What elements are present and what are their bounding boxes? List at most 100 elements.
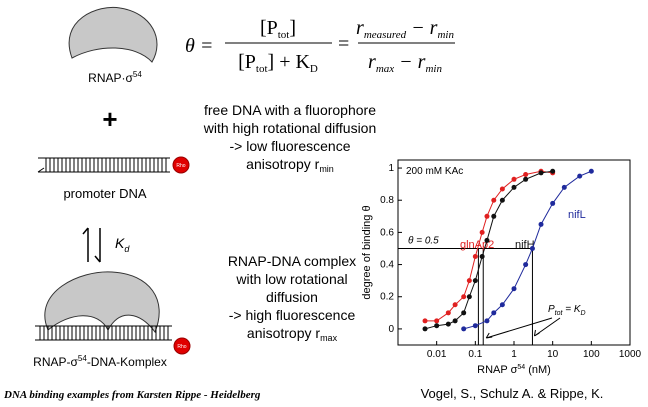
condition-label: 200 mM KAc xyxy=(406,166,463,177)
data-point xyxy=(422,318,428,324)
equilibrium-arrows xyxy=(82,227,101,263)
free-dna-text: free DNA with a fluorophore with high ro… xyxy=(203,102,377,174)
data-point xyxy=(445,310,451,316)
data-point xyxy=(491,310,497,316)
text-line: anisotropy rmin xyxy=(246,156,334,174)
text-line: RNAP-DNA complex xyxy=(228,253,356,269)
formula-lhs: θ = xyxy=(185,35,213,57)
citation: Vogel, S., Schulz A. & Rippe, K. xyxy=(421,386,604,401)
y-tick-label: 0.6 xyxy=(380,227,394,238)
data-point xyxy=(445,321,451,327)
data-point xyxy=(491,213,497,219)
data-point xyxy=(577,173,583,179)
data-point xyxy=(550,168,556,174)
y-tick-label: 0.2 xyxy=(380,292,394,303)
f1-num: [Ptot] xyxy=(260,17,296,41)
y-axis-title: degree of binding θ xyxy=(361,205,373,299)
x-tick-label: 0.1 xyxy=(468,349,482,360)
x-tick-label: 100 xyxy=(583,349,600,360)
free-dna xyxy=(37,157,170,173)
rnap-shape xyxy=(44,271,160,334)
text-line: free DNA with a fluorophore xyxy=(204,102,376,118)
data-point xyxy=(461,326,467,332)
text-line: -> high fluorescence xyxy=(229,307,356,323)
x-tick-label: 0.01 xyxy=(427,349,447,360)
data-point xyxy=(550,200,556,206)
data-point xyxy=(499,302,505,308)
footer: DNA binding examples from Karsten Rippe … xyxy=(3,389,261,401)
kd-label: Ptot = KD xyxy=(548,304,586,317)
data-point xyxy=(499,197,505,203)
rnap-shape xyxy=(68,6,158,63)
data-point xyxy=(491,197,497,203)
chart: 0 0.2 0.4 0.6 0.8 1 0.01 0.1 1 10 100 1000 RNAP σ54 … xyxy=(361,159,642,376)
complex-label: RNAP-σ54-DNA-Komplex xyxy=(33,354,167,369)
data-point xyxy=(538,170,544,176)
fluorophore-label: Rho xyxy=(177,344,186,350)
x-axis-title: RNAP σ54 (nM) xyxy=(477,364,551,376)
data-point xyxy=(538,221,544,227)
y-tick-label: 1 xyxy=(388,163,394,174)
data-point xyxy=(529,245,535,251)
text-part: RNAP σ xyxy=(477,364,517,376)
data-point xyxy=(479,254,485,260)
plus: + xyxy=(102,104,117,134)
text-part: D xyxy=(581,310,586,317)
text-part: tot xyxy=(555,310,564,317)
data-point xyxy=(461,310,467,316)
kd-label: Kd xyxy=(115,235,130,254)
data-point xyxy=(484,213,490,219)
data-point xyxy=(472,323,478,329)
data-point xyxy=(511,286,517,292)
y-tick-label: 0 xyxy=(388,324,394,335)
f2-den: rmax − rmin xyxy=(368,51,442,75)
kd-arrows xyxy=(485,317,561,339)
data-point xyxy=(561,184,567,190)
fluorophore xyxy=(173,337,191,355)
data-point xyxy=(452,318,458,324)
data-point xyxy=(511,184,517,190)
formula-eq: = xyxy=(338,33,349,55)
y-tick-label: 0.4 xyxy=(380,260,394,271)
data-point xyxy=(484,237,490,243)
complex-text: RNAP-DNA complex with low rotational dif… xyxy=(228,253,356,343)
base-pairs xyxy=(45,158,167,172)
data-point xyxy=(472,278,478,284)
fluorophore-label: Rho xyxy=(176,163,185,169)
data-point xyxy=(472,254,478,260)
x-tick-label: 1000 xyxy=(619,349,642,360)
rnap-label: RNAP·σ54 xyxy=(88,70,142,85)
text-line: diffusion xyxy=(266,289,318,305)
data-point xyxy=(479,229,485,235)
data-point xyxy=(511,176,517,182)
text-line: -> low fluorescence xyxy=(229,138,350,154)
data-point xyxy=(588,168,594,174)
text-part: P xyxy=(548,304,555,315)
fluorophore xyxy=(172,156,190,174)
theta-label: θ = 0.5 xyxy=(408,235,439,246)
x-tick-label: 10 xyxy=(547,349,559,360)
text-part: (nM) xyxy=(525,364,551,376)
data-point xyxy=(461,294,467,300)
series-label: nifL xyxy=(568,209,586,221)
data-point xyxy=(466,294,472,300)
data-point xyxy=(434,323,440,329)
strand-end xyxy=(37,157,45,173)
data-point xyxy=(523,262,529,268)
text-line: with high rotational diffusion xyxy=(203,120,377,136)
data-point xyxy=(523,176,529,182)
formula: θ = [Ptot] [Ptot] + KD = rmeasured − rmi… xyxy=(185,17,455,75)
data-point xyxy=(466,278,472,284)
complex-dna xyxy=(35,325,172,341)
promoter-label: promoter DNA xyxy=(63,186,146,201)
data-point xyxy=(422,326,428,332)
y-tick-label: 0.8 xyxy=(380,195,394,206)
data-point xyxy=(452,302,458,308)
series-label: nifH xyxy=(515,239,535,251)
text-line: with low rotational xyxy=(235,271,347,287)
text-part: 54 xyxy=(517,364,525,371)
f2-num: rmeasured − rmin xyxy=(356,17,454,41)
text-line: anisotropy rmax xyxy=(247,325,338,343)
data-point xyxy=(523,171,529,177)
